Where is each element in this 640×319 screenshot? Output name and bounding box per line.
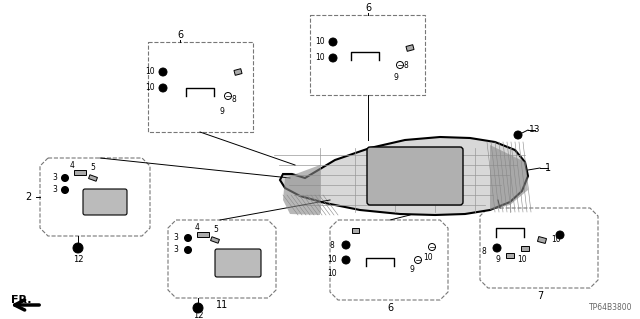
Circle shape xyxy=(514,131,522,139)
Circle shape xyxy=(493,244,501,252)
Text: 10: 10 xyxy=(145,68,155,77)
Text: 8: 8 xyxy=(330,241,334,249)
Text: 10: 10 xyxy=(327,256,337,264)
Text: 5: 5 xyxy=(214,226,218,234)
Text: 9: 9 xyxy=(495,256,500,264)
FancyBboxPatch shape xyxy=(215,249,261,277)
Bar xyxy=(521,246,529,250)
Text: 10: 10 xyxy=(145,84,155,93)
Text: 9: 9 xyxy=(410,265,415,275)
Text: 6: 6 xyxy=(177,30,183,40)
Text: 7: 7 xyxy=(537,291,543,301)
Polygon shape xyxy=(490,145,528,210)
Text: 6: 6 xyxy=(387,303,393,313)
Circle shape xyxy=(342,256,350,264)
Circle shape xyxy=(61,174,68,182)
Circle shape xyxy=(159,68,167,76)
Circle shape xyxy=(159,84,167,92)
Text: 3: 3 xyxy=(52,186,58,195)
Text: FR.: FR. xyxy=(12,295,32,305)
Bar xyxy=(211,237,220,243)
Circle shape xyxy=(329,54,337,62)
Text: 6: 6 xyxy=(365,3,371,13)
Text: 10: 10 xyxy=(423,253,433,262)
Circle shape xyxy=(329,38,337,46)
Text: 13: 13 xyxy=(529,125,541,135)
Bar xyxy=(234,69,242,75)
Bar xyxy=(506,253,514,257)
Circle shape xyxy=(193,303,203,313)
Text: 8: 8 xyxy=(482,248,486,256)
Bar xyxy=(406,45,414,51)
Text: 9: 9 xyxy=(220,108,225,116)
Bar xyxy=(148,42,253,132)
Text: 3: 3 xyxy=(173,246,179,255)
Bar xyxy=(310,15,425,95)
Text: 9: 9 xyxy=(394,73,399,83)
Text: 10: 10 xyxy=(327,270,337,278)
Text: 1: 1 xyxy=(545,163,551,173)
Polygon shape xyxy=(283,165,320,215)
FancyBboxPatch shape xyxy=(367,147,463,205)
Circle shape xyxy=(184,234,191,241)
Text: 8: 8 xyxy=(404,61,408,70)
Circle shape xyxy=(73,243,83,253)
Text: 12: 12 xyxy=(193,310,204,319)
Bar xyxy=(74,169,86,174)
Text: 10: 10 xyxy=(517,256,527,264)
Text: 5: 5 xyxy=(91,164,95,173)
Text: 10: 10 xyxy=(315,54,325,63)
Text: 8: 8 xyxy=(232,95,236,105)
Text: 4: 4 xyxy=(195,224,200,233)
Bar xyxy=(351,227,358,233)
Text: 3: 3 xyxy=(52,174,58,182)
Circle shape xyxy=(556,231,564,239)
Circle shape xyxy=(184,247,191,254)
Bar xyxy=(197,232,209,236)
Text: 3: 3 xyxy=(173,234,179,242)
Polygon shape xyxy=(280,137,528,215)
Text: 10: 10 xyxy=(315,38,325,47)
Text: 10: 10 xyxy=(551,235,561,244)
Circle shape xyxy=(61,187,68,194)
Text: 4: 4 xyxy=(70,160,74,169)
Text: 2: 2 xyxy=(25,192,31,202)
Circle shape xyxy=(342,241,350,249)
Bar xyxy=(538,237,547,243)
Text: TP64B3800: TP64B3800 xyxy=(589,303,632,312)
Text: 12: 12 xyxy=(73,256,83,264)
FancyBboxPatch shape xyxy=(83,189,127,215)
Bar xyxy=(88,175,97,181)
Text: 11: 11 xyxy=(216,300,228,310)
